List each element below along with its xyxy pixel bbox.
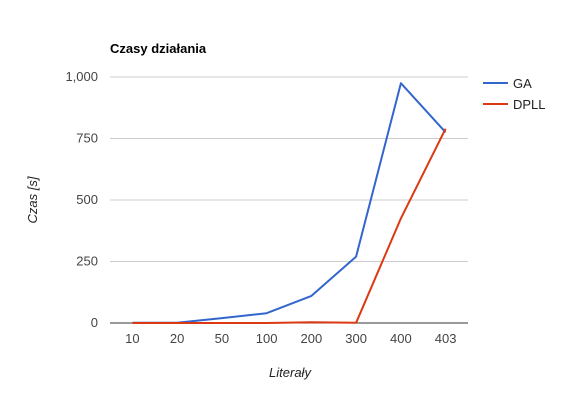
x-tick-label: 10: [125, 331, 139, 346]
y-tick-label: 500: [76, 192, 98, 207]
x-tick-label: 50: [215, 331, 229, 346]
chart-title: Czasy działania: [110, 41, 207, 56]
y-axis-title: Czas [s]: [25, 176, 40, 223]
y-tick-label: 750: [76, 131, 98, 146]
x-tick-label: 300: [345, 331, 367, 346]
y-tick-label: 0: [91, 315, 98, 330]
y-axis-ticks: 0 250 500 750 1,000: [65, 69, 98, 330]
x-axis-title: Literały: [269, 365, 312, 380]
x-tick-label: 400: [390, 331, 412, 346]
series-lines: [132, 82, 447, 324]
series-line-ga: [132, 82, 447, 324]
gridlines: [110, 76, 468, 324]
legend-label-ga: GA: [513, 76, 532, 91]
series-line-dpll: [132, 128, 447, 324]
y-tick-label: 250: [76, 254, 98, 269]
x-tick-label: 200: [301, 331, 323, 346]
x-tick-label: 403: [435, 331, 457, 346]
legend: GA DPLL: [483, 76, 546, 112]
x-tick-label: 20: [170, 331, 184, 346]
legend-label-dpll: DPLL: [513, 97, 546, 112]
y-tick-label: 1,000: [65, 69, 98, 84]
x-tick-label: 100: [256, 331, 278, 346]
x-axis-ticks: 10 20 50 100 200 300 400 403: [125, 331, 456, 346]
